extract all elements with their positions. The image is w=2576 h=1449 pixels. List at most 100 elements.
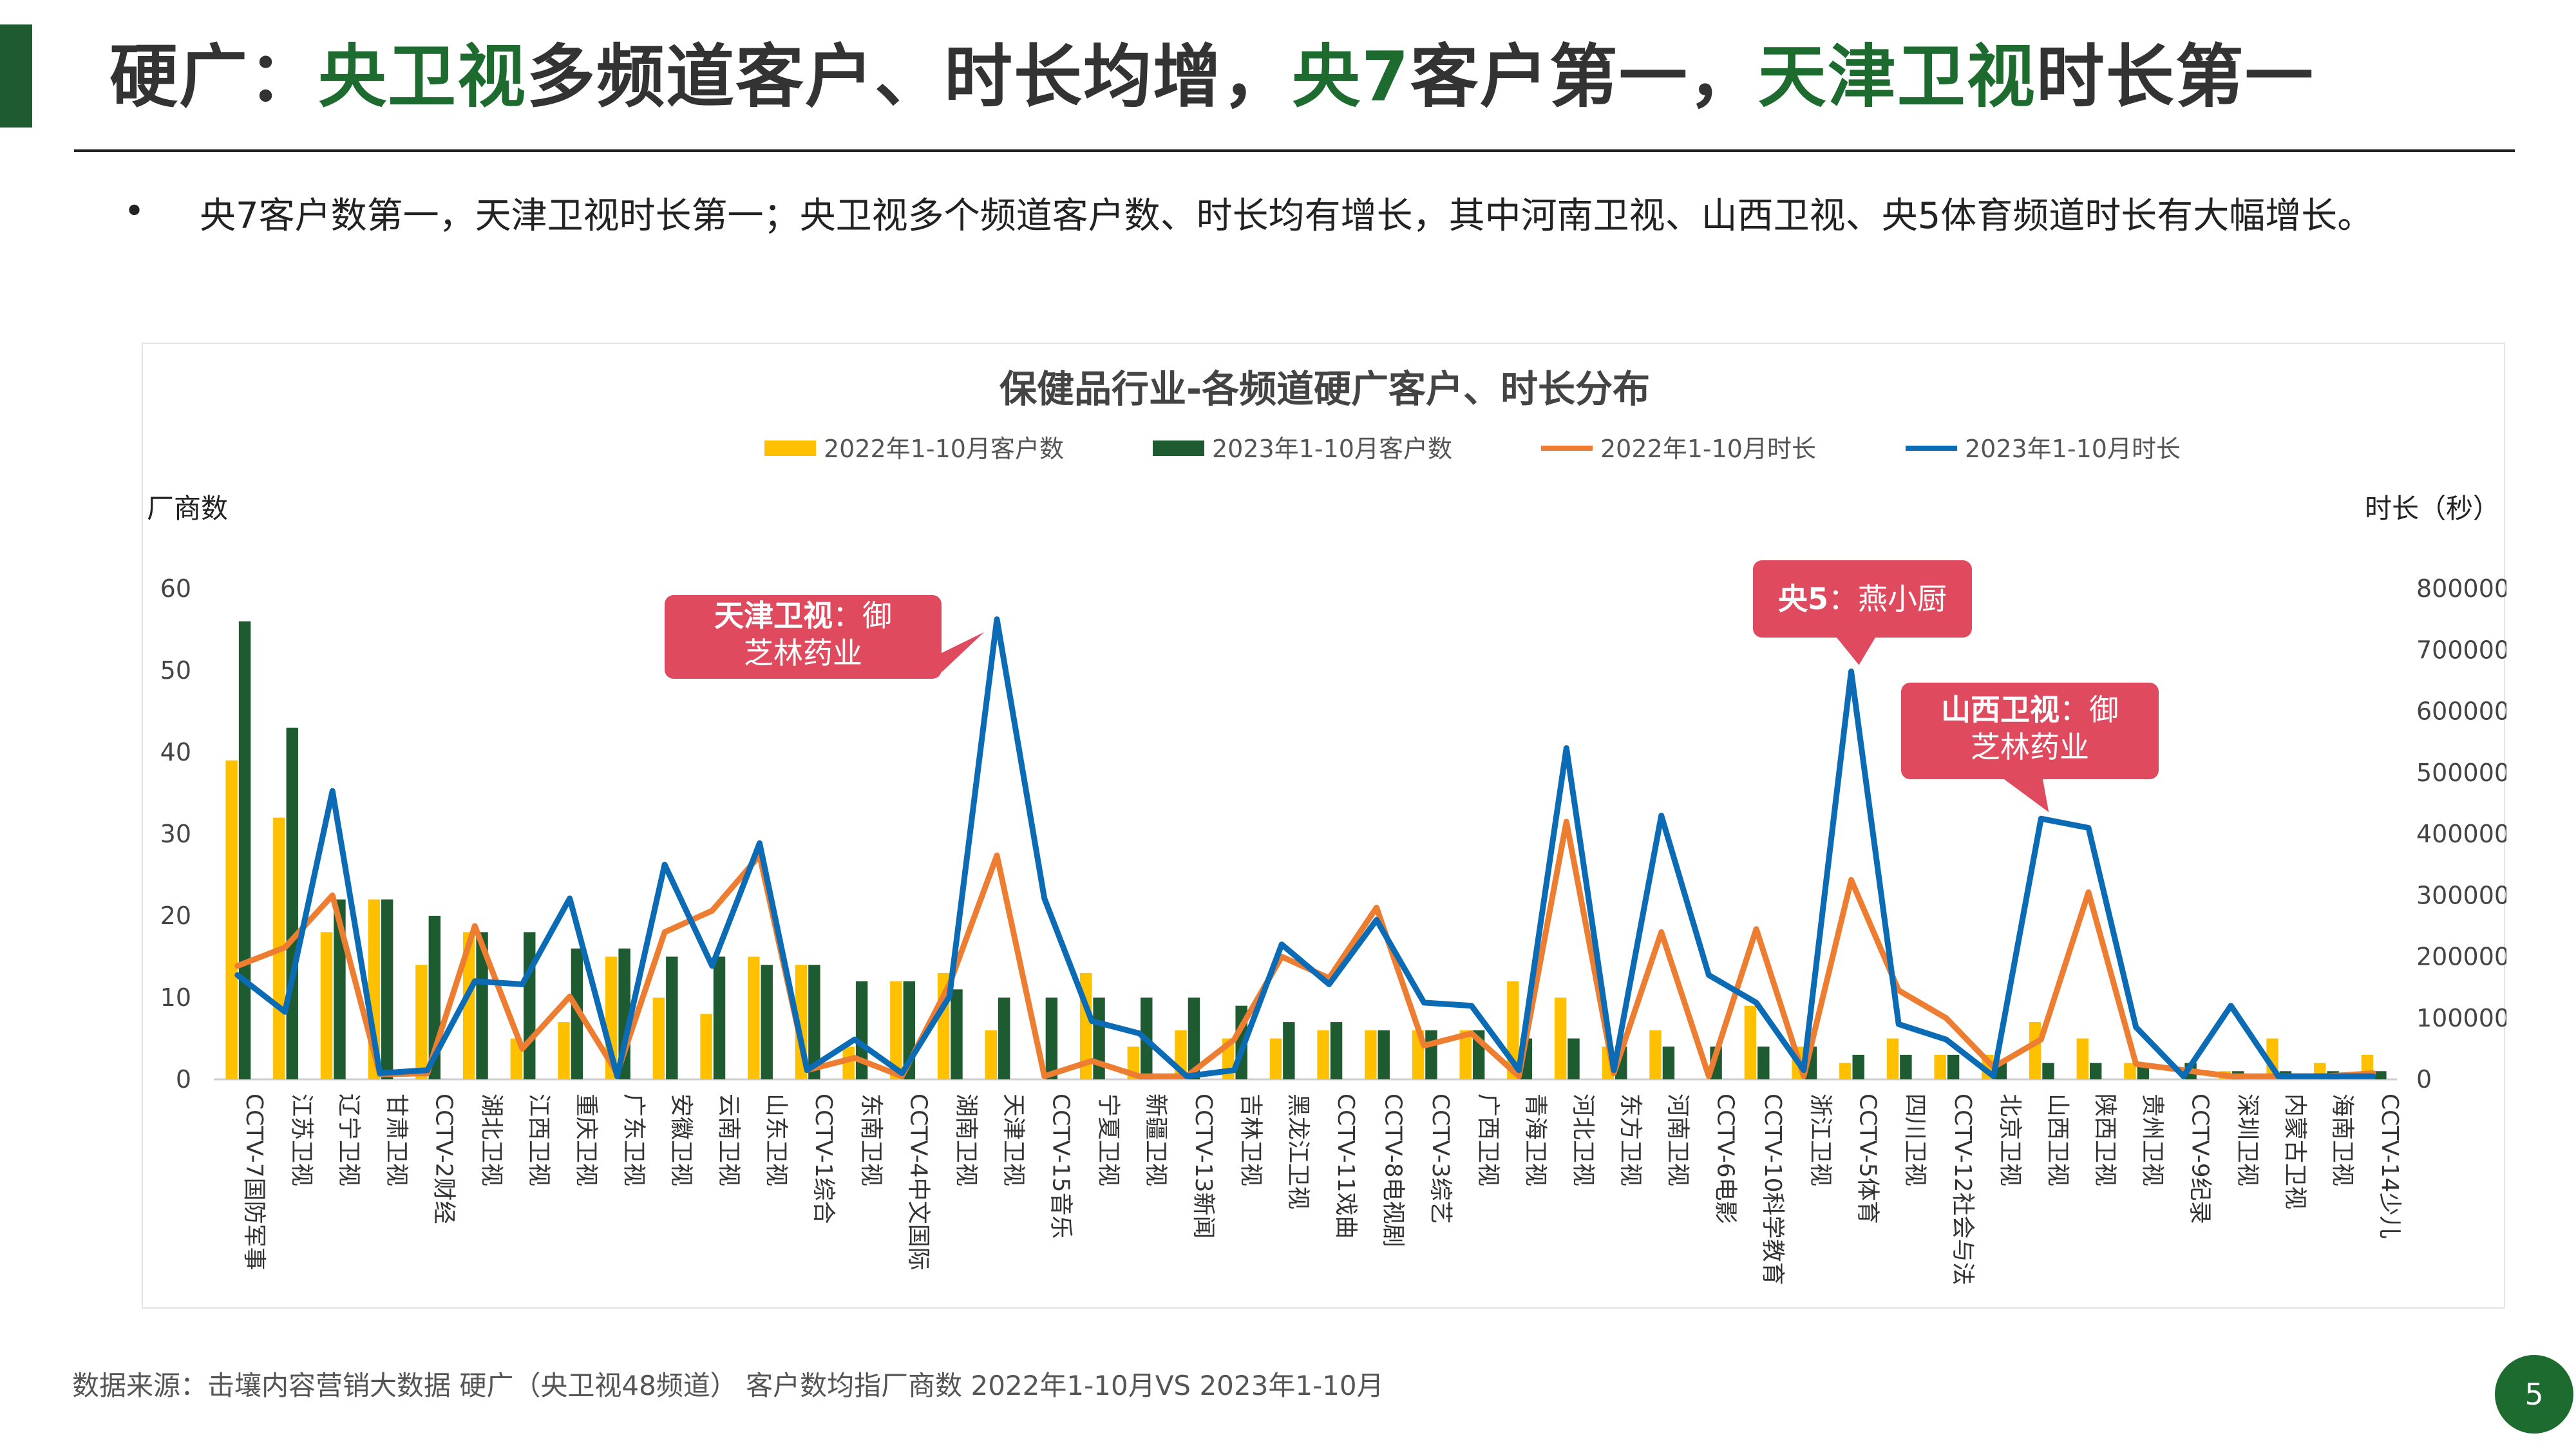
x-tick-label-2: 辽宁卫视 <box>336 1094 362 1186</box>
callout-2-bold: 山西卫视 <box>1941 692 2060 727</box>
bar-2022-10 <box>700 1014 712 1079</box>
x-tick-label-44: 海南卫视 <box>2329 1094 2355 1186</box>
bar-2023-12 <box>808 965 820 1079</box>
x-tick-label-0: CCTV-7国防军事 <box>241 1094 267 1271</box>
bar-2023-24 <box>1378 1030 1390 1079</box>
channel-distribution-chart: 保健品行业-各频道硬广客户、时长分布 2022年1-10月客户数 2023年1-10… <box>147 367 2506 1285</box>
x-tick-label-43: 内蒙古卫视 <box>2282 1094 2308 1209</box>
callout-2-rest: ：御 <box>2060 692 2119 727</box>
bar-2023-45 <box>2374 1071 2387 1079</box>
callout-0-pointer <box>942 632 984 672</box>
y-tick-label-1: 10 <box>160 983 191 1012</box>
y2-tick-label-4: 400000 <box>2416 820 2506 848</box>
line-2022-duration <box>234 819 2376 1079</box>
bar-2023-25 <box>1425 1030 1437 1079</box>
bar-2023-39 <box>2089 1063 2102 1079</box>
bar-2022-38 <box>2029 1022 2041 1079</box>
bar-2022-23 <box>1317 1030 1329 1079</box>
x-tick-label-29: 东方卫视 <box>1617 1094 1643 1186</box>
bar-2023-35 <box>1900 1054 1912 1079</box>
title-divider <box>74 149 2515 152</box>
x-tick-label-15: 湖南卫视 <box>952 1094 979 1186</box>
callout-0-rest: ：御 <box>833 598 892 633</box>
x-tick-label-16: 天津卫视 <box>1000 1094 1027 1186</box>
bullet-marker: • <box>124 191 146 232</box>
bar-2023-5 <box>476 932 488 1079</box>
bar-2023-1 <box>286 727 298 1079</box>
x-tick-label-9: 安徽卫视 <box>668 1094 694 1186</box>
bar-2022-35 <box>1886 1038 1899 1079</box>
callout-1-rest: ：燕小厨 <box>1828 582 1947 616</box>
summary-bullet-text: 央7客户数第一，天津卫视时长第一；央卫视多个频道客户数、时长均有增长，其中河南卫… <box>200 195 2374 237</box>
chart-title: 保健品行业-各频道硬广客户、时长分布 <box>999 367 1650 411</box>
x-tick-label-35: 四川卫视 <box>1902 1094 1928 1186</box>
bar-2023-23 <box>1330 1022 1343 1079</box>
x-tick-label-27: 青海卫视 <box>1522 1094 1549 1186</box>
callout-0-line2: 芝林药业 <box>744 636 862 670</box>
bar-2023-6 <box>524 932 536 1079</box>
bar-2022-11 <box>748 956 760 1079</box>
bar-2022-39 <box>2076 1038 2088 1079</box>
legend-swatch-1 <box>1153 440 1204 456</box>
x-tick-label-19: 新疆卫视 <box>1142 1094 1169 1186</box>
bar-2022-26 <box>1459 1030 1472 1079</box>
bar-2022-5 <box>462 932 475 1079</box>
title-part-0: 硬广： <box>109 37 318 117</box>
legend-label-0: 2022年1-10月客户数 <box>824 435 1064 463</box>
y2-tick-label-1: 100000 <box>2416 1004 2506 1032</box>
x-tick-label-4: CCTV-2财经 <box>431 1094 457 1224</box>
y-tick-label-6: 60 <box>160 574 191 603</box>
title-part-6: 时长第一 <box>2036 37 2315 117</box>
legend-label-1: 2023年1-10月客户数 <box>1212 435 1452 463</box>
x-tick-label-40: 贵州卫视 <box>2139 1094 2166 1186</box>
bar-2022-28 <box>1554 998 1567 1079</box>
y-tick-label-2: 20 <box>160 902 191 930</box>
x-tick-label-45: CCTV-14少儿 <box>2376 1094 2403 1239</box>
callout-2-box <box>1901 683 2159 779</box>
callout-2-pointer <box>2004 779 2049 813</box>
x-tick-label-32: CCTV-10科学教育 <box>1759 1094 1786 1285</box>
callout-1-line1: 央5：燕小厨 <box>1778 582 1947 616</box>
title-part-4: 客户第一， <box>1410 37 1758 117</box>
bar-2023-38 <box>2042 1063 2054 1079</box>
callout-0-bold: 天津卫视 <box>714 598 833 633</box>
callout-2-line2: 芝林药业 <box>1971 730 2089 764</box>
x-tick-label-22: 黑龙江卫视 <box>1285 1094 1311 1209</box>
callout-1-pointer <box>1837 638 1875 665</box>
y-tick-label-5: 50 <box>160 656 191 685</box>
bar-2022-9 <box>652 998 665 1079</box>
bar-2023-0 <box>238 621 251 1079</box>
bar-2023-36 <box>1947 1054 1960 1079</box>
y-tick-label-4: 40 <box>160 738 191 766</box>
x-tick-label-13: 东南卫视 <box>858 1094 884 1186</box>
x-tick-label-38: 山西卫视 <box>2044 1094 2070 1186</box>
bar-2023-18 <box>1093 998 1105 1079</box>
bar-2023-20 <box>1188 998 1200 1079</box>
x-tick-label-11: 山东卫视 <box>763 1094 790 1186</box>
callout-1-box <box>1753 560 1972 638</box>
bar-2022-0 <box>225 760 238 1079</box>
bar-2023-9 <box>666 956 678 1079</box>
x-tick-label-24: CCTV-8电视剧 <box>1380 1094 1406 1247</box>
x-tick-label-31: CCTV-6电影 <box>1712 1094 1738 1224</box>
y2-tick-label-0: 0 <box>2416 1065 2432 1094</box>
bar-2023-11 <box>761 965 773 1079</box>
x-tick-label-7: 重庆卫视 <box>573 1094 600 1186</box>
x-tick-label-34: CCTV-5体育 <box>1855 1094 1881 1224</box>
x-tick-label-33: 浙江卫视 <box>1807 1094 1833 1186</box>
y-axis-label: 厂商数 <box>147 493 228 524</box>
y-tick-label-3: 30 <box>160 820 191 848</box>
x-tick-label-14: CCTV-4中文国际 <box>905 1094 932 1271</box>
bar-2023-13 <box>855 981 868 1079</box>
x-tick-label-39: 陕西卫视 <box>2092 1094 2118 1186</box>
x-tick-label-23: CCTV-11戏曲 <box>1332 1094 1359 1239</box>
x-tick-label-25: CCTV-3综艺 <box>1427 1094 1454 1224</box>
title-part-2: 多频道客户、时长均增， <box>527 37 1292 117</box>
bar-2022-24 <box>1365 1030 1377 1079</box>
x-tick-label-5: 湖北卫视 <box>478 1094 504 1186</box>
x-tick-label-3: 甘肃卫视 <box>383 1094 410 1186</box>
y2-tick-label-6: 600000 <box>2416 697 2506 726</box>
bar-2023-28 <box>1567 1038 1580 1079</box>
x-tick-label-17: CCTV-15音乐 <box>1048 1094 1074 1239</box>
bar-2022-16 <box>985 1030 997 1079</box>
